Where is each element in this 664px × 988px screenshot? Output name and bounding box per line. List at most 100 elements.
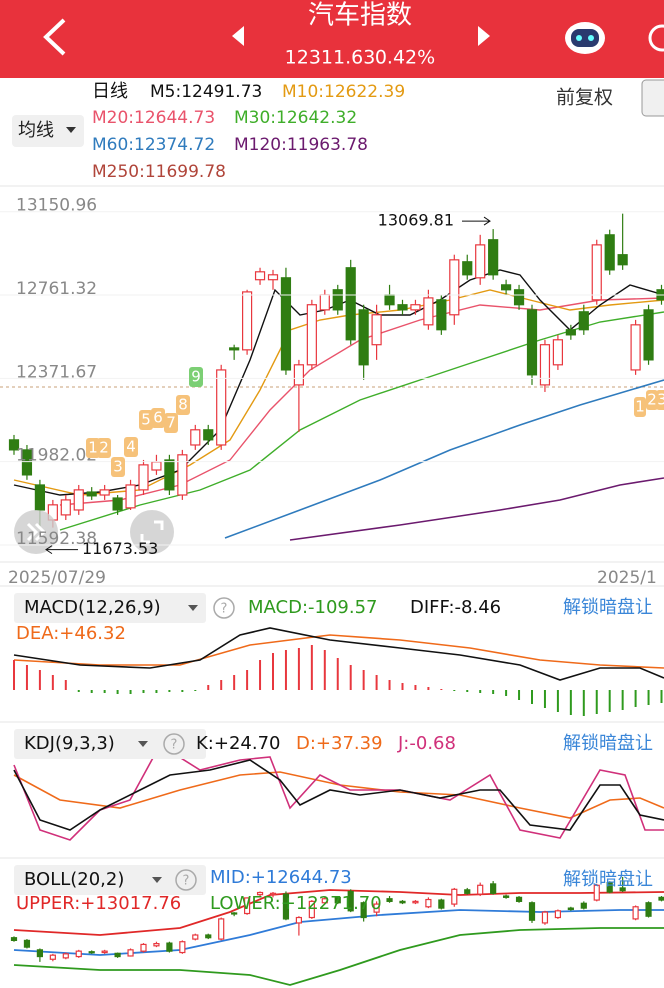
boll-candle-body bbox=[399, 900, 406, 904]
boll-candle-body bbox=[334, 896, 341, 904]
candle-body bbox=[617, 254, 628, 266]
help-mark: ? bbox=[183, 874, 190, 889]
candle-body bbox=[293, 364, 304, 386]
help-mark: ? bbox=[171, 738, 178, 753]
candle-body bbox=[371, 314, 382, 346]
td-count: 3 bbox=[657, 391, 664, 409]
ma5-line bbox=[13, 269, 664, 496]
candle-body bbox=[565, 329, 576, 336]
boll-candle-body bbox=[373, 903, 380, 913]
help-mark: ? bbox=[221, 602, 228, 617]
candle-body bbox=[280, 277, 292, 371]
help-icon[interactable] bbox=[213, 597, 235, 619]
td-badge bbox=[189, 367, 203, 387]
candle-body bbox=[99, 489, 110, 496]
robot-icon[interactable] bbox=[565, 22, 605, 54]
help-icon[interactable] bbox=[175, 869, 197, 891]
boll-candle-body bbox=[541, 911, 549, 924]
boll-candle-body bbox=[606, 881, 613, 893]
help-icon[interactable] bbox=[163, 733, 185, 755]
td-badge bbox=[656, 390, 664, 410]
candle-body bbox=[410, 304, 421, 311]
td-count: 4 bbox=[126, 438, 136, 456]
candle-body bbox=[242, 291, 253, 351]
candle-body bbox=[513, 289, 525, 306]
unlock-link[interactable]: 解锁暗盘让 bbox=[563, 597, 653, 618]
dropdown-arrow bbox=[188, 605, 198, 611]
ma-label: M60:12374.72 bbox=[92, 135, 215, 155]
boll-candle-body bbox=[10, 937, 18, 942]
boll-candle-body bbox=[244, 897, 251, 915]
td-count: 1 bbox=[88, 439, 98, 457]
k-line bbox=[13, 759, 664, 831]
x-tick-label: 2025/07/29 bbox=[8, 568, 106, 588]
candle-body bbox=[267, 274, 279, 281]
td-count: 3 bbox=[113, 458, 123, 476]
y-tick-label: 11982.02 bbox=[16, 446, 97, 466]
ma-button[interactable] bbox=[12, 115, 84, 147]
candle-body bbox=[397, 304, 408, 311]
boll-candle-body bbox=[386, 898, 393, 902]
boll-candle-body bbox=[49, 954, 56, 960]
boll-candle-body bbox=[321, 898, 328, 904]
boll-candle-body bbox=[515, 896, 523, 902]
search-icon[interactable] bbox=[648, 24, 664, 52]
candle-body bbox=[501, 284, 512, 291]
back-button[interactable] bbox=[43, 18, 66, 56]
indicator-selector[interactable] bbox=[14, 865, 206, 895]
boll-lower-line bbox=[13, 927, 664, 986]
robot-eye bbox=[576, 35, 582, 41]
dropdown-arrow bbox=[152, 877, 162, 883]
page-title: 汽车指数 bbox=[308, 1, 412, 31]
candle-body bbox=[319, 294, 330, 311]
unlock-link[interactable]: 解锁暗盘让 bbox=[563, 869, 653, 890]
boll-candle-body bbox=[619, 887, 626, 892]
boll-candle-body bbox=[256, 891, 264, 896]
boll-candle-body bbox=[166, 942, 173, 952]
indicator-value: DEA:+46.32 bbox=[16, 623, 126, 644]
td-badge bbox=[124, 437, 138, 457]
boll-candle-body bbox=[451, 888, 458, 905]
robot-eye bbox=[588, 35, 594, 41]
dropdown-arrow bbox=[138, 741, 148, 747]
indicator-name: KDJ(9,3,3) bbox=[24, 733, 115, 754]
boll-candle-body bbox=[632, 906, 639, 920]
boll-candle-body bbox=[645, 902, 652, 917]
ma60-line bbox=[224, 379, 664, 539]
y-tick-label: 12371.67 bbox=[16, 362, 97, 382]
indicator-selector[interactable] bbox=[14, 593, 206, 623]
boll-candle-body bbox=[308, 900, 315, 919]
prev-button[interactable] bbox=[232, 26, 244, 46]
boll-candle-body bbox=[140, 943, 147, 952]
candle-body bbox=[526, 309, 538, 376]
td-badge bbox=[634, 397, 646, 417]
high-arrow bbox=[462, 216, 491, 226]
ma-label: M20:12644.73 bbox=[92, 108, 215, 128]
unlock-link[interactable]: 解锁暗盘让 bbox=[563, 733, 653, 754]
candle-body bbox=[34, 484, 46, 511]
td-badge bbox=[111, 457, 125, 477]
td-count: 7 bbox=[166, 414, 176, 432]
candle-body bbox=[112, 497, 123, 511]
boll-candle-body bbox=[490, 883, 497, 894]
high-label: 13069.81 bbox=[378, 211, 454, 230]
candle-body bbox=[591, 244, 602, 301]
adjust-label[interactable]: 前复权 bbox=[556, 87, 613, 109]
candle-body bbox=[604, 234, 615, 271]
expand-icon bbox=[26, 522, 47, 542]
next-button[interactable] bbox=[478, 26, 490, 46]
candle-body bbox=[332, 289, 343, 311]
indicator-selector[interactable] bbox=[14, 729, 206, 759]
y-tick-label: 12761.32 bbox=[16, 279, 97, 299]
candle-body bbox=[462, 261, 473, 276]
candle-body bbox=[643, 309, 654, 361]
boll-candle-body bbox=[205, 934, 212, 939]
boll-candle-body bbox=[347, 890, 354, 912]
boll-candle-body bbox=[88, 951, 95, 954]
setting-button[interactable] bbox=[641, 79, 664, 117]
boll-candle-body bbox=[114, 952, 121, 958]
td-badge bbox=[86, 438, 100, 458]
td-count: 8 bbox=[178, 396, 188, 414]
header-bar bbox=[0, 0, 664, 78]
